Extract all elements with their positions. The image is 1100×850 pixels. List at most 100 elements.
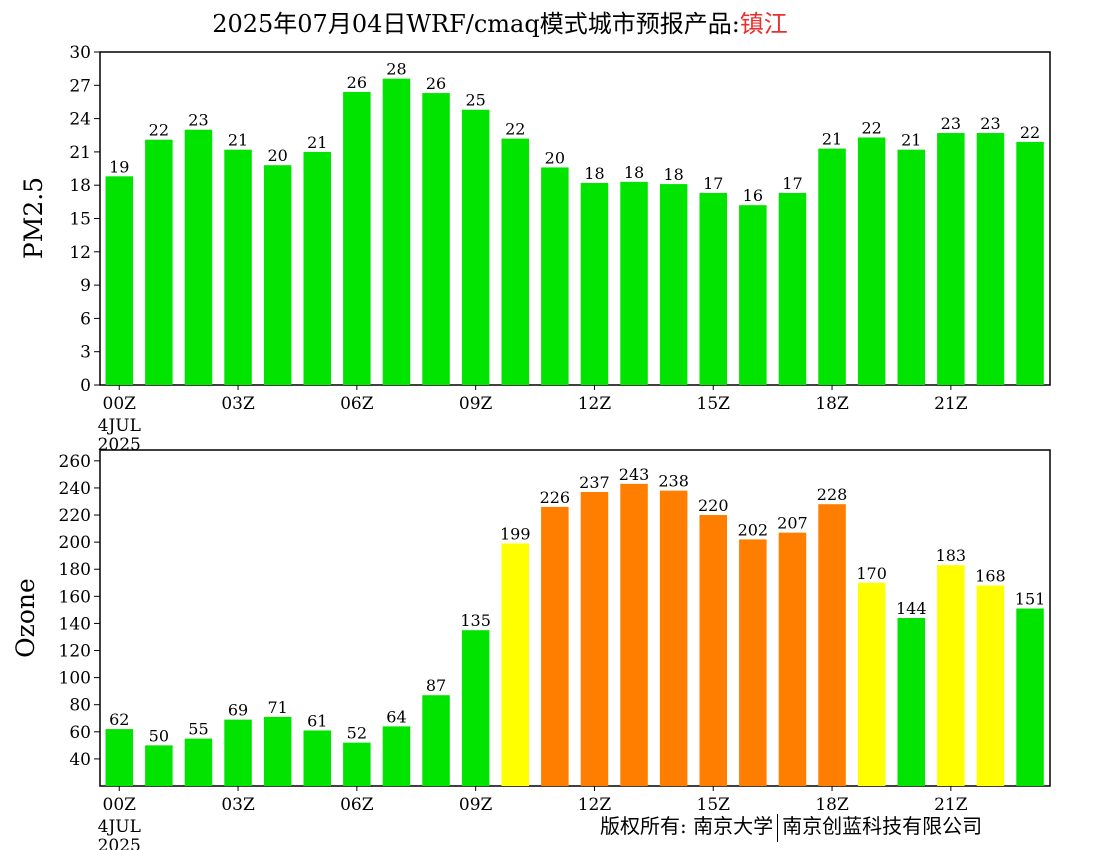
ozone-bar: [620, 483, 648, 786]
pm25-data-label: 21: [307, 133, 327, 152]
ozone-bar: [382, 726, 411, 786]
pm25-ytick-label: 24: [69, 110, 91, 130]
pm25-bar: [659, 184, 688, 385]
pm25-data-label: 25: [465, 91, 485, 110]
page-title: 2025年07月04日WRF/cmaq模式城市预报产品:镇江: [0, 4, 1000, 39]
ozone-bar: [422, 695, 450, 786]
ozone-xtick-label: 06Z: [340, 795, 374, 815]
pm25-bar: [303, 151, 331, 385]
copyright-separator: [777, 813, 779, 842]
ozone-bar: [105, 729, 133, 786]
pm25-bar: [105, 176, 133, 385]
ozone-ytick-label: 120: [59, 642, 91, 662]
copyright-org2: 南京创蓝科技有限公司: [782, 814, 983, 838]
ozone-bar: [224, 719, 252, 786]
ozone-data-label: 135: [460, 611, 491, 630]
pm25-data-label: 21: [822, 130, 842, 149]
copyright: 版权所有: 南京大学 南京创蓝科技有限公司: [600, 810, 982, 842]
ozone-data-label: 168: [975, 566, 1006, 585]
pm25-bar: [541, 167, 569, 385]
ozone-bar: [739, 539, 767, 786]
pm25-data-label: 18: [663, 165, 683, 184]
ozone-data-label: 238: [658, 472, 689, 491]
ozone-y-axis-label: Ozone: [11, 578, 40, 658]
pm25-data-label: 28: [386, 60, 406, 79]
ozone-data-label: 237: [579, 473, 610, 492]
ozone-data-label: 151: [1015, 590, 1046, 609]
ozone-ytick-label: 200: [59, 533, 91, 553]
ozone-bar: [461, 630, 490, 786]
ozone-bar: [184, 738, 213, 786]
ozone-bar: [343, 742, 371, 786]
ozone-data-label: 183: [936, 546, 967, 565]
ozone-xtick-label: 00Z: [103, 795, 137, 815]
pm25-ytick-label: 3: [80, 343, 91, 363]
ozone-xtick-label: 18Z: [815, 795, 849, 815]
ozone-bar: [303, 730, 331, 786]
ozone-data-label: 55: [188, 720, 208, 739]
pm25-bar: [1016, 141, 1044, 385]
title-city: 镇江: [739, 10, 788, 38]
ozone-bar: [976, 585, 1005, 786]
pm25-ytick-label: 27: [69, 76, 91, 96]
ozone-xtick-label: 15Z: [697, 795, 731, 815]
pm25-date-label: 4JUL: [98, 416, 141, 436]
pm25-data-label: 21: [228, 131, 248, 150]
ozone-date-label: 2025: [98, 836, 141, 850]
ozone-ytick-label: 160: [59, 587, 91, 607]
title-main: 2025年07月04日WRF/cmaq模式城市预报产品:: [212, 10, 740, 38]
ozone-bar: [659, 490, 688, 786]
pm25-ytick-label: 21: [69, 143, 91, 163]
pm25-data-label: 26: [426, 74, 446, 93]
copyright-owner-label: 版权所有:: [600, 814, 687, 838]
ozone-ytick-label: 220: [59, 506, 91, 526]
pm25-bar: [343, 91, 371, 386]
pm25-ytick-label: 0: [80, 376, 91, 396]
ozone-data-label: 170: [856, 564, 887, 583]
ozone-date-label: 4JUL: [98, 817, 141, 837]
ozone-xtick-label: 03Z: [221, 795, 255, 815]
pm25-ytick-label: 30: [69, 43, 91, 63]
pm25-bar: [976, 133, 1005, 385]
pm25-data-label: 22: [1020, 123, 1040, 142]
ozone-data-label: 61: [307, 711, 327, 730]
pm25-bar: [580, 182, 609, 385]
ozone-data-label: 71: [267, 698, 287, 717]
ozone-data-label: 243: [619, 465, 650, 484]
ozone-bar: [897, 618, 925, 786]
pm25-data-label: 22: [505, 120, 525, 139]
ozone-data-label: 202: [738, 520, 769, 539]
pm25-ytick-label: 6: [80, 309, 91, 329]
ozone-ytick-label: 100: [59, 669, 91, 689]
ozone-bar: [1016, 608, 1044, 786]
pm25-bar: [897, 149, 925, 385]
pm25-bar: [461, 109, 490, 385]
pm25-bar: [145, 139, 173, 385]
pm25-xtick-label: 15Z: [697, 394, 731, 414]
ozone-xtick-label: 21Z: [934, 795, 968, 815]
pm25-data-label: 18: [584, 164, 604, 183]
pm25-data-label: 20: [545, 148, 565, 167]
ozone-bar: [937, 565, 965, 786]
pm25-ytick-label: 12: [69, 243, 91, 263]
ozone-bar: [778, 532, 807, 786]
pm25-data-label: 17: [703, 174, 723, 193]
ozone-data-label: 228: [817, 485, 848, 504]
ozone-data-label: 50: [149, 726, 169, 745]
pm25-data-label: 23: [980, 114, 1000, 133]
ozone-data-label: 207: [777, 514, 808, 533]
pm25-bar: [263, 165, 292, 385]
ozone-xtick-label: 12Z: [578, 795, 612, 815]
ozone-bar: [818, 504, 846, 786]
ozone-ytick-label: 60: [69, 723, 91, 743]
pm25-date-label: 2025: [98, 435, 141, 455]
pm25-bar: [937, 133, 965, 385]
pm25-ytick-label: 15: [69, 210, 91, 230]
pm25-bar: [739, 205, 767, 385]
pm25-chart: 0 3 6 9 12 15 18 21 24 27 30 PM2.5 19 22 23 21 20 21 26 28 2…: [19, 43, 1051, 455]
ozone-data-label: 69: [228, 701, 248, 720]
pm25-xtick-label: 06Z: [340, 394, 374, 414]
pm25-bar: [501, 138, 529, 385]
ozone-data-label: 52: [347, 724, 367, 743]
